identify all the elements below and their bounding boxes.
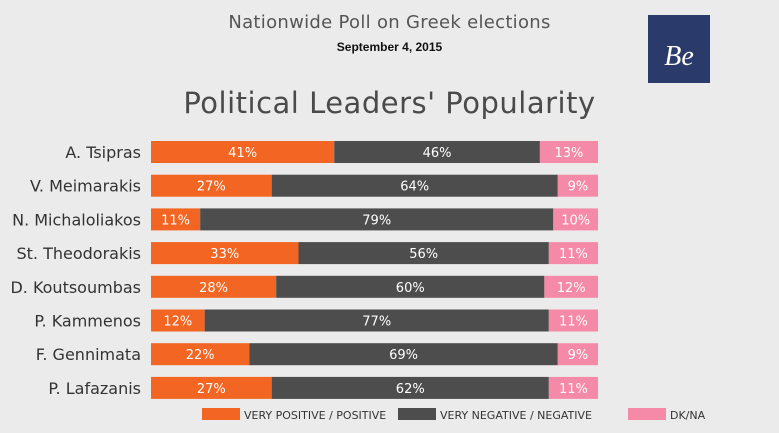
bar-segment <box>151 343 250 366</box>
bar-segment <box>151 275 277 298</box>
bar-segment <box>548 376 598 399</box>
category-label: D. Koutsoumbas <box>10 278 141 297</box>
bar-segment <box>151 141 335 163</box>
data-label: 69% <box>389 348 418 363</box>
bar-segment <box>334 141 540 163</box>
bar-segment <box>151 376 272 399</box>
bar-segment <box>151 242 299 265</box>
data-label: 56% <box>409 247 438 262</box>
bar-segment <box>544 275 598 298</box>
data-label: 79% <box>362 213 391 228</box>
data-label: 11% <box>161 213 190 228</box>
brand-logo: Be <box>648 15 710 83</box>
chart-title: Political Leaders' Popularity <box>183 86 596 120</box>
data-label: 12% <box>557 281 586 296</box>
legend-label: DK/NA <box>670 409 706 422</box>
data-label: 22% <box>186 348 215 363</box>
bar-segment <box>557 174 598 197</box>
category-label: P. Lafazanis <box>48 379 141 398</box>
data-label: 11% <box>559 382 588 397</box>
data-label: 33% <box>210 247 239 262</box>
bar-segment <box>539 141 598 163</box>
bar-segment <box>298 242 549 265</box>
category-label: N. Michaloliakos <box>12 210 141 229</box>
category-label: V. Meimarakis <box>30 177 141 196</box>
data-label: 41% <box>228 146 257 161</box>
bar-segment <box>548 242 598 265</box>
data-label: 64% <box>400 180 429 195</box>
data-label: 46% <box>423 146 452 161</box>
legend-label: VERY POSITIVE / POSITIVE <box>244 409 386 422</box>
data-label: 77% <box>362 315 391 330</box>
data-label: 28% <box>199 281 228 296</box>
poll-title: Nationwide Poll on Greek elections <box>228 12 551 33</box>
bar-segment <box>271 376 549 399</box>
category-label: A. Tsipras <box>65 143 141 162</box>
bar-segment <box>553 208 598 231</box>
data-label: 27% <box>197 382 226 397</box>
poll-date: September 4, 2015 <box>336 40 443 54</box>
category-label: P. Kammenos <box>34 312 141 331</box>
data-label: 12% <box>163 315 192 330</box>
category-label: St. Theodorakis <box>16 244 141 263</box>
bar-segment <box>249 343 558 366</box>
bar-segment <box>151 174 272 197</box>
data-label: 62% <box>396 382 425 397</box>
legend-label: VERY NEGATIVE / NEGATIVE <box>440 409 592 422</box>
bar-segment <box>271 174 558 197</box>
bar-segment <box>151 309 205 332</box>
data-label: 27% <box>197 180 226 195</box>
data-label: 9% <box>568 180 589 195</box>
data-label: 9% <box>568 348 589 363</box>
bar-segment <box>557 343 598 366</box>
bar-segment <box>548 309 598 332</box>
bar-segment <box>151 208 201 231</box>
legend-swatch <box>398 408 436 420</box>
bar-segment <box>276 275 545 298</box>
bar-segment <box>200 208 554 231</box>
data-label: 60% <box>396 281 425 296</box>
data-label: 11% <box>559 315 588 330</box>
category-label: F. Gennimata <box>36 345 141 364</box>
legend-swatch <box>202 408 240 420</box>
data-label: 10% <box>561 213 590 228</box>
legend-swatch <box>628 408 666 420</box>
bar-segment <box>204 309 549 332</box>
brand-logo-text: Be <box>664 41 694 72</box>
data-label: 11% <box>559 247 588 262</box>
data-label: 13% <box>554 146 583 161</box>
